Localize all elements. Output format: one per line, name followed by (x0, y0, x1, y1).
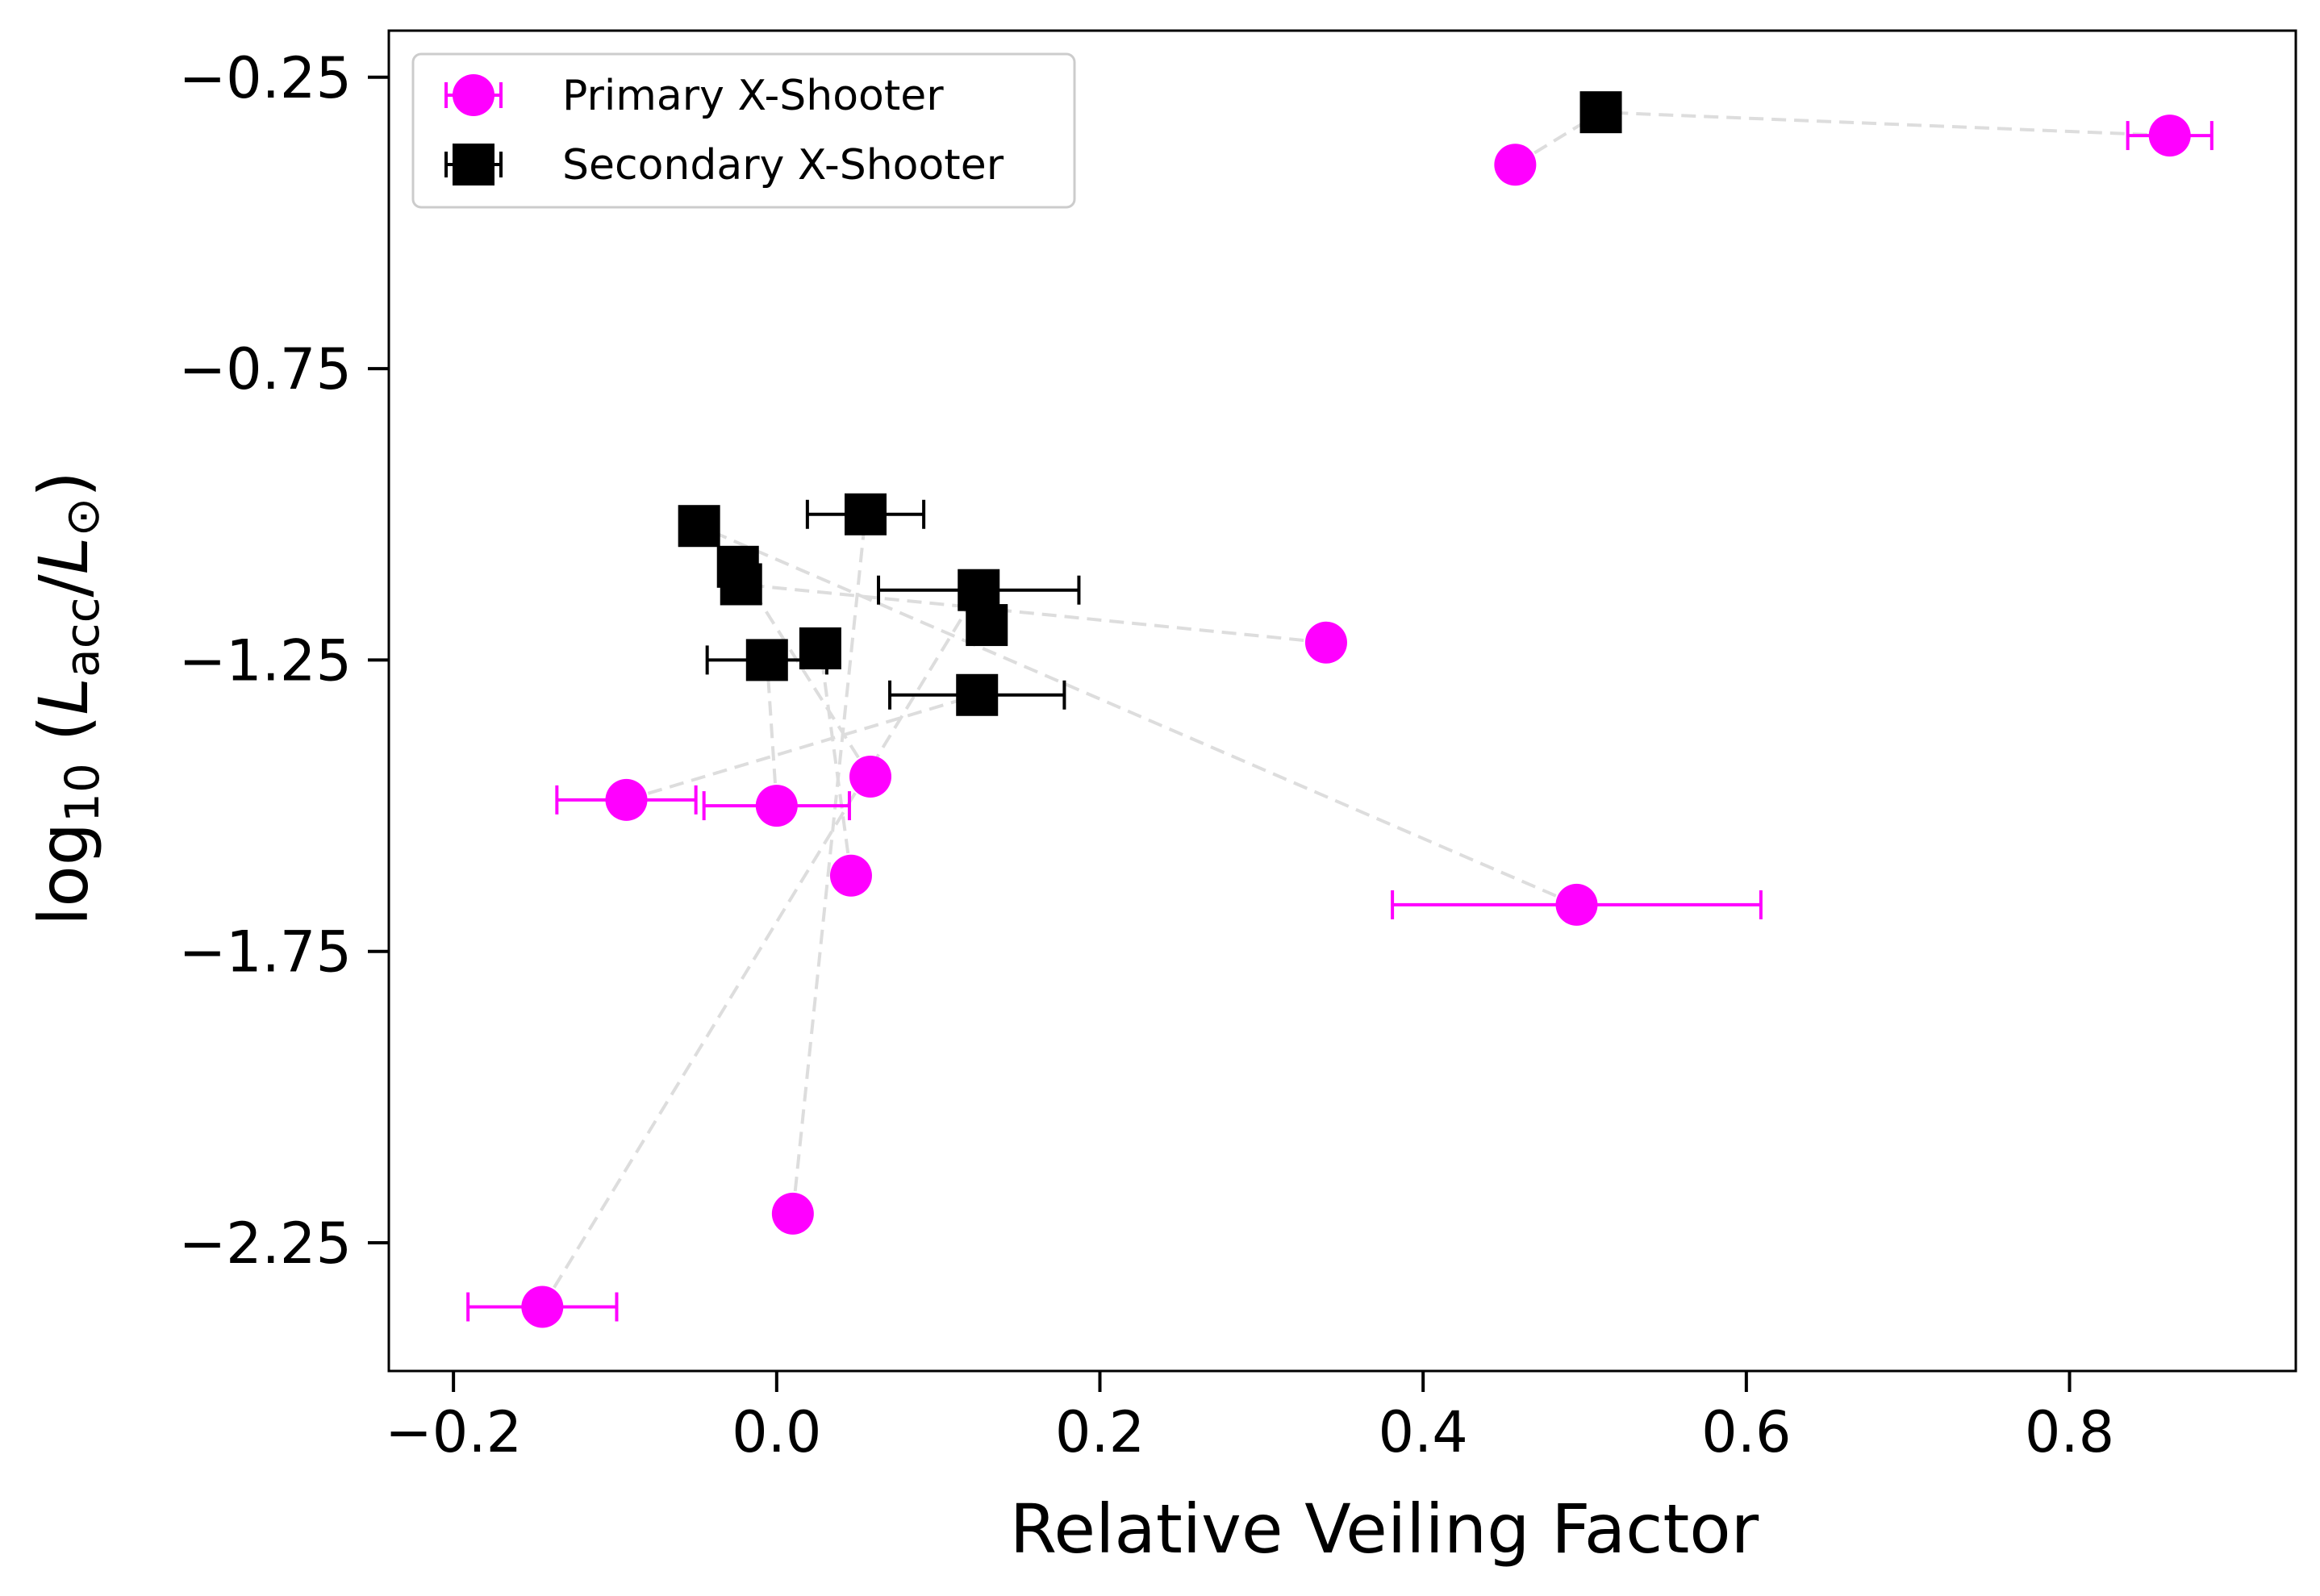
secondary-data-point (1579, 91, 1622, 134)
connector-line (540, 589, 980, 1308)
secondary-data-point (845, 493, 887, 535)
y-axis-label: log10 (Lacc/L⊙) (24, 471, 110, 926)
secondary-data-point (966, 604, 1008, 647)
connector-line (765, 660, 778, 806)
y-axis-label-log: log (24, 823, 103, 926)
y-axis-ticks: −0.25 −0.75 −1.25 −1.75 −2.25 (178, 45, 389, 1277)
data-markers (521, 91, 2191, 1328)
primary-data-point (605, 778, 648, 821)
y-tick-label: −0.75 (178, 336, 352, 402)
y-tick-label: −0.25 (178, 45, 352, 111)
primary-data-point (771, 1192, 814, 1235)
y-axis-label-log-base: 10 (55, 763, 110, 823)
primary-data-point (1494, 144, 1537, 186)
connector-line (1600, 110, 2170, 138)
y-axis-label-den-sub: ⊙ (55, 498, 110, 537)
x-axis-label: Relative Veiling Factor (1010, 1490, 1759, 1569)
connector-line (818, 648, 853, 877)
legend-secondary-marker-icon (453, 144, 494, 185)
x-tick-label: 0.4 (1379, 1399, 1468, 1465)
secondary-data-point (958, 569, 1000, 611)
primary-data-point (755, 785, 798, 827)
x-tick-label: 0.6 (1701, 1399, 1791, 1465)
secondary-data-point (678, 505, 720, 548)
legend: Primary X-Shooter Secondary X-Shooter (411, 52, 1076, 209)
legend-box (411, 52, 1076, 209)
legend-primary-label: Primary X-Shooter (562, 72, 944, 120)
x-tick-label: 0.8 (2025, 1399, 2114, 1465)
secondary-data-point (745, 639, 788, 681)
legend-secondary-label: Secondary X-Shooter (562, 141, 1004, 190)
x-tick-label: −0.2 (385, 1399, 522, 1465)
primary-data-point (521, 1286, 564, 1328)
y-tick-label: −1.75 (178, 919, 352, 986)
y-tick-label: −1.25 (178, 627, 352, 694)
connector-line (741, 582, 1327, 644)
primary-data-point (849, 755, 892, 798)
y-axis-label-num-sub: acc (55, 598, 110, 677)
connector-line (791, 514, 867, 1215)
plot-frame (387, 29, 2297, 1373)
primary-data-point (1555, 883, 1598, 926)
x-axis-ticks: −0.2 0.0 0.2 0.4 0.6 0.8 (385, 1371, 2114, 1465)
connector-line (698, 524, 1578, 906)
secondary-data-point (799, 627, 841, 669)
legend-primary-marker-icon (453, 74, 494, 116)
y-axis-label-slash: / (24, 574, 103, 598)
primary-data-point (829, 854, 872, 897)
primary-data-point (2148, 115, 2191, 157)
legend-entry-primary: Primary X-Shooter (444, 72, 944, 120)
y-axis-label-num: L (24, 677, 103, 715)
secondary-data-point (720, 563, 762, 606)
connector-lines (540, 110, 2170, 1308)
primary-data-point (1304, 621, 1347, 664)
y-axis-label-open: ( (24, 715, 103, 763)
secondary-data-point (956, 673, 999, 716)
connector-line (1514, 110, 1602, 166)
y-axis-label-den: L (24, 536, 103, 574)
legend-entry-secondary: Secondary X-Shooter (444, 141, 1004, 190)
y-tick-label: −2.25 (178, 1211, 352, 1277)
y-axis-label-close: ) (24, 471, 103, 498)
connector-line (625, 693, 978, 802)
x-tick-label: 0.2 (1055, 1399, 1145, 1465)
x-tick-label: 0.0 (732, 1399, 821, 1465)
